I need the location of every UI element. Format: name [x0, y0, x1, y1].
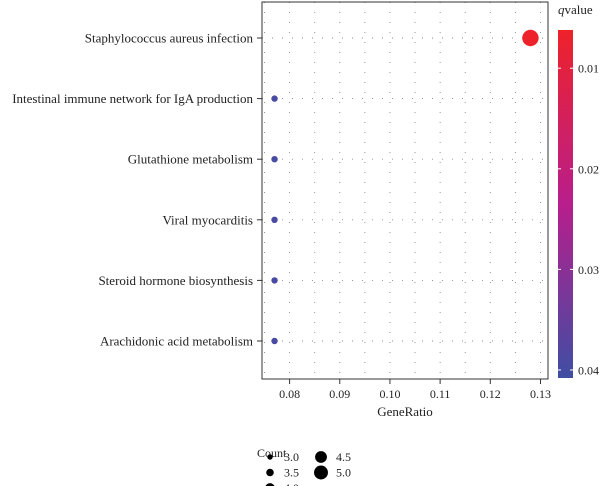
color-legend-title: qvalue: [558, 2, 593, 17]
size-legend-key: [267, 454, 273, 460]
x-axis-title: GeneRatio: [377, 404, 433, 419]
size-legend-label: 3.5: [284, 466, 299, 480]
size-legend-label: 4.5: [336, 450, 351, 464]
size-legend-label: 4.0: [284, 481, 299, 486]
x-tick-label: 0.11: [430, 387, 451, 401]
x-tick-label: 0.08: [279, 387, 300, 401]
data-point: [271, 337, 278, 345]
data-point: [271, 95, 278, 102]
data-point: [271, 156, 278, 163]
x-tick-label: 0.12: [480, 387, 501, 401]
y-tick-label: Glutathione metabolism: [128, 152, 253, 167]
size-legend-key: [266, 468, 274, 477]
size-legend-key: [314, 465, 328, 480]
color-legend-tick-label: 0.03: [578, 263, 599, 277]
data-point: [271, 216, 278, 223]
size-legend-label: 3.0: [284, 450, 299, 464]
y-tick-label: Staphylococcus aureus infection: [85, 31, 254, 46]
color-legend-tick-label: 0.02: [578, 162, 599, 176]
y-tick-label: Viral myocarditis: [162, 212, 253, 227]
y-tick-label: Arachidonic acid metabolism: [100, 334, 253, 349]
color-legend-tick-label: 0.01: [578, 62, 599, 76]
size-legend-key: [265, 483, 275, 486]
plot-panel-border: [261, 1, 549, 380]
data-point: [271, 277, 278, 284]
y-tick-label: Intestinal immune network for IgA produc…: [12, 91, 253, 106]
color-legend-bar: [558, 30, 573, 378]
color-legend-tick-label: 0.04: [578, 363, 599, 377]
x-tick-label: 0.09: [329, 387, 350, 401]
y-tick-label: Steroid hormone biosynthesis: [98, 273, 253, 288]
size-legend-key: [315, 451, 327, 463]
size-legend-label: 5.0: [336, 466, 351, 480]
x-tick-label: 0.13: [530, 387, 551, 401]
size-legend-title: Count: [257, 446, 287, 460]
x-tick-label: 0.10: [379, 387, 400, 401]
data-point: [522, 29, 539, 47]
